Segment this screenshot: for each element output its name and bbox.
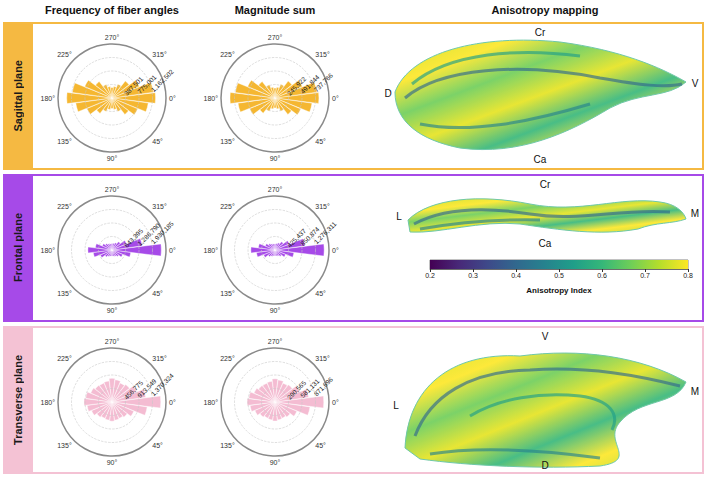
svg-text:225°: 225°: [220, 51, 235, 58]
svg-text:V: V: [542, 331, 549, 342]
svg-text:1,930,185: 1,930,185: [149, 220, 175, 246]
svg-text:135°: 135°: [57, 442, 72, 449]
svg-text:45°: 45°: [315, 290, 326, 297]
svg-text:45°: 45°: [152, 442, 163, 449]
svg-text:0.4: 0.4: [511, 272, 521, 279]
svg-text:Cr: Cr: [535, 27, 546, 38]
svg-text:315°: 315°: [315, 355, 330, 362]
svg-text:M: M: [691, 386, 699, 397]
svg-text:0°: 0°: [169, 95, 176, 102]
svg-text:90°: 90°: [107, 459, 118, 466]
svg-text:425,437: 425,437: [285, 227, 308, 249]
svg-text:0.5: 0.5: [554, 272, 564, 279]
svg-text:1,276,311: 1,276,311: [312, 220, 337, 245]
svg-text:D: D: [541, 460, 548, 471]
svg-text:Anisotropy Index: Anisotropy Index: [526, 286, 592, 295]
svg-text:45°: 45°: [152, 138, 163, 145]
svg-text:45°: 45°: [152, 290, 163, 297]
svg-text:225°: 225°: [57, 51, 72, 58]
svg-text:D: D: [384, 88, 391, 99]
svg-text:135°: 135°: [220, 442, 235, 449]
svg-text:456,775: 456,775: [122, 379, 145, 401]
svg-text:315°: 315°: [315, 203, 330, 210]
svg-text:871,696: 871,696: [312, 375, 334, 397]
svg-text:0°: 0°: [169, 399, 176, 406]
svg-text:0.7: 0.7: [640, 272, 650, 279]
svg-text:913,549: 913,549: [136, 377, 158, 399]
svg-text:0°: 0°: [332, 95, 339, 102]
svg-text:90°: 90°: [270, 155, 281, 162]
html-text:Transverse plane: Transverse plane: [12, 355, 24, 445]
svg-text:315°: 315°: [152, 203, 167, 210]
svg-text:180°: 180°: [204, 95, 219, 102]
svg-text:225°: 225°: [57, 203, 72, 210]
svg-text:90°: 90°: [107, 155, 118, 162]
html-text:Anisotropy mapping: Anisotropy mapping: [491, 4, 599, 16]
svg-text:775,001: 775,001: [136, 73, 158, 95]
html-text:Sagittal plane: Sagittal plane: [12, 60, 24, 132]
svg-text:315°: 315°: [152, 51, 167, 58]
svg-text:90°: 90°: [270, 459, 281, 466]
svg-text:643,395: 643,395: [122, 227, 145, 249]
svg-text:180°: 180°: [41, 399, 56, 406]
svg-text:225°: 225°: [220, 203, 235, 210]
svg-text:270°: 270°: [268, 338, 283, 345]
svg-text:315°: 315°: [152, 355, 167, 362]
svg-text:180°: 180°: [204, 247, 219, 254]
svg-text:1,286,790: 1,286,790: [136, 221, 162, 247]
svg-text:L: L: [396, 211, 402, 222]
svg-text:45°: 45°: [315, 442, 326, 449]
svg-text:Cr: Cr: [540, 179, 551, 190]
svg-text:0.8: 0.8: [683, 272, 693, 279]
svg-text:0.3: 0.3: [468, 272, 478, 279]
svg-text:M: M: [691, 208, 699, 219]
svg-text:180°: 180°: [204, 399, 219, 406]
svg-text:387,501: 387,501: [122, 75, 145, 97]
svg-text:135°: 135°: [220, 138, 235, 145]
svg-text:135°: 135°: [57, 290, 72, 297]
svg-text:850,874: 850,874: [299, 225, 321, 247]
svg-text:0°: 0°: [332, 399, 339, 406]
svg-text:290,565: 290,565: [285, 379, 308, 401]
svg-text:270°: 270°: [105, 34, 120, 41]
svg-text:Ca: Ca: [539, 238, 552, 249]
svg-text:270°: 270°: [105, 338, 120, 345]
svg-text:0°: 0°: [169, 247, 176, 254]
svg-text:1,162,502: 1,162,502: [149, 68, 175, 94]
svg-text:245,922: 245,922: [285, 75, 308, 97]
svg-text:0°: 0°: [332, 247, 339, 254]
svg-text:270°: 270°: [268, 34, 283, 41]
svg-text:Ca: Ca: [534, 154, 547, 165]
svg-text:225°: 225°: [57, 355, 72, 362]
svg-text:225°: 225°: [220, 355, 235, 362]
svg-text:270°: 270°: [268, 186, 283, 193]
svg-text:737,766: 737,766: [312, 71, 334, 93]
svg-text:581,131: 581,131: [299, 377, 321, 399]
html-text:Frequency of fiber angles: Frequency of fiber angles: [45, 4, 179, 16]
svg-text:270°: 270°: [105, 186, 120, 193]
svg-text:90°: 90°: [107, 307, 118, 314]
svg-text:491,844: 491,844: [299, 73, 321, 95]
svg-text:1,370,324: 1,370,324: [149, 372, 175, 398]
svg-text:315°: 315°: [315, 51, 330, 58]
svg-text:45°: 45°: [315, 138, 326, 145]
svg-text:180°: 180°: [41, 95, 56, 102]
svg-text:180°: 180°: [41, 247, 56, 254]
svg-text:90°: 90°: [270, 307, 281, 314]
html-text:Frontal plane: Frontal plane: [12, 213, 24, 283]
svg-text:0.2: 0.2: [425, 272, 435, 279]
svg-text:V: V: [692, 78, 699, 89]
html-text:Magnitude sum: Magnitude sum: [234, 4, 316, 16]
svg-text:L: L: [393, 400, 399, 411]
svg-text:135°: 135°: [220, 290, 235, 297]
svg-text:0.6: 0.6: [597, 272, 607, 279]
svg-text:135°: 135°: [57, 138, 72, 145]
